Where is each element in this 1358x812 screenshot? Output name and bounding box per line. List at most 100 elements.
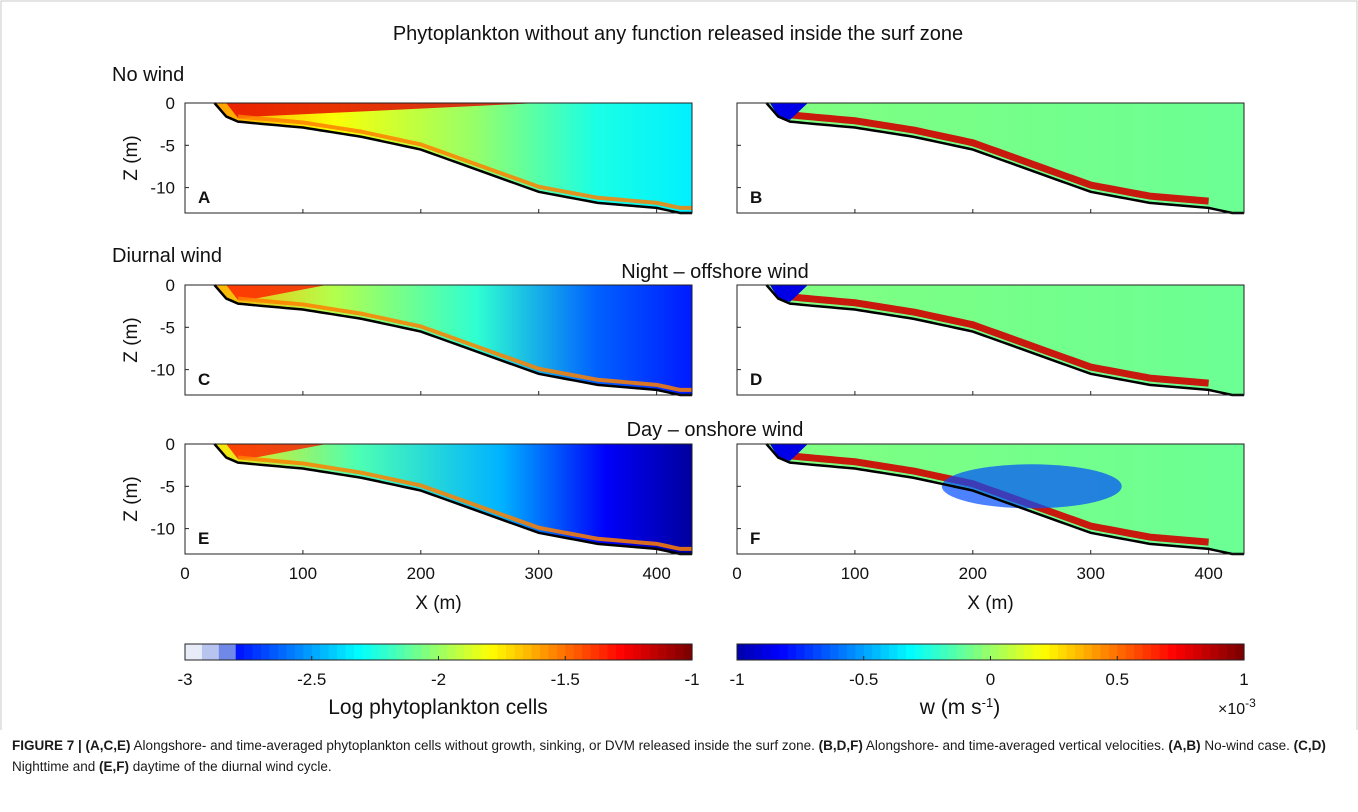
ytick-label: 0 (166, 435, 175, 454)
colorbar-log-cells-cell (573, 644, 583, 660)
colorbar-w-cell (1134, 644, 1144, 660)
colorbar-log-cells-cell (311, 644, 321, 660)
caption-bold-5: (E,F) (99, 759, 130, 774)
colorbar-w-cell (1193, 644, 1203, 660)
colorbar-w-cell (1167, 644, 1177, 660)
colorbar-log-cells-cell (463, 644, 473, 660)
ytick-label: -5 (160, 318, 175, 337)
colorbar-log-cells-cell (261, 644, 271, 660)
bathymetry-line-f (765, 443, 1244, 556)
bathymetry-line-b (765, 102, 1244, 215)
colorbar-w-cell (1032, 644, 1042, 660)
colorbar-w: -1 -0.5 0 0.5 1 w (m s-1) ×10-3 (729, 643, 1256, 719)
caption-bold-1: (A,C,E) (85, 738, 131, 753)
colorbar-log-tick-label: -1.5 (551, 670, 580, 689)
colorbar-w-cell (990, 644, 1000, 660)
surface-band-e (226, 444, 327, 460)
colorbar-log-cells-cell (193, 644, 203, 660)
colorbar-w-cell (1159, 644, 1169, 660)
subtitle-day: Day – onshore wind (627, 419, 804, 441)
panel-axes-e (184, 443, 693, 555)
bottom-band-e (237, 455, 692, 551)
colorbar-log-cells-cell (227, 644, 237, 660)
colorbar-log-cells-cell (421, 644, 431, 660)
panel-axes-c (184, 284, 693, 396)
colorbar-w-cell (829, 644, 839, 660)
colorbar-w-cell (906, 644, 916, 660)
colorbar-w-cell (1024, 644, 1034, 660)
colorbar-log-cells-cell (362, 644, 372, 660)
colorbar-log-cells-cell (472, 644, 482, 660)
colorbar-w-cell (846, 644, 856, 660)
colorbar-w-cell (1058, 644, 1068, 660)
xtick-label: 200 (407, 564, 435, 583)
caption-text-4: Nighttime and (12, 759, 100, 774)
colorbar-w-cell (796, 644, 806, 660)
caption-bold-3: (A,B) (1168, 738, 1201, 753)
colorbar-log-cells-cell (294, 644, 304, 660)
colorbar-log-cells-cell (277, 644, 287, 660)
xtick-label: 100 (289, 564, 317, 583)
colorbar-w-cell (753, 644, 763, 660)
xtick-label: 200 (959, 564, 987, 583)
xtick-label: 100 (841, 564, 869, 583)
colorbar-log-cells-cell (438, 644, 448, 660)
colorbar-w-cell (1091, 644, 1101, 660)
colorbar-log-cells-cell (303, 644, 313, 660)
figure-caption: FIGURE 7 | (A,C,E) Alongshore- and time-… (12, 735, 1342, 777)
colorbar-w-label-end: ) (993, 696, 1000, 719)
colorbar-w-cell (982, 644, 992, 660)
colorbar-log-cells-cell (328, 644, 338, 660)
colorbar-w-cell (787, 644, 797, 660)
colorbar-w-cell (1117, 644, 1127, 660)
colorbar-w-cell (1184, 644, 1194, 660)
colorbar-w-cell (1125, 644, 1135, 660)
bottom-band-c (237, 296, 692, 392)
colorbar-log-cells-cell (641, 644, 651, 660)
xtick-label: 300 (525, 564, 553, 583)
colorbar-w-cell (922, 644, 932, 660)
caption-text-2: Alongshore- and time-averaged vertical v… (862, 738, 1169, 753)
panel-c: C 0 -5 -10 Z (m) (121, 276, 693, 397)
colorbar-w-cell (737, 644, 747, 660)
colorbar-w-cell (1066, 644, 1076, 660)
colorbar-w-cell (872, 644, 882, 660)
colorbar-w-cell (838, 644, 848, 660)
panel-a: A 0 -5 -10 Z (m) (121, 94, 693, 215)
xtick-label: 0 (180, 564, 189, 583)
colorbar-log-cells-cell (590, 644, 600, 660)
panel-b: B (736, 102, 1245, 215)
caption-figure-label: FIGURE 7 | (12, 738, 86, 753)
colorbar-w-multiplier: ×10-3 (1218, 696, 1256, 718)
colorbar-w-cell (1201, 644, 1211, 660)
colorbar-log-cells-cell (523, 644, 533, 660)
panels-group: A0-5-10Z (m)BC0-5-10Z (m)DE0 100 200 300 400… (121, 94, 1245, 614)
colorbar-log-cells-cell (649, 644, 659, 660)
colorbar-log-cells-cell (607, 644, 617, 660)
ylabel: Z (m) (121, 476, 142, 521)
bathymetry-line-a (213, 102, 692, 215)
figure-border (0, 0, 1358, 730)
colorbar-w-cell (948, 644, 958, 660)
ylabel: Z (m) (121, 317, 142, 362)
slope-upwelling-d (782, 291, 1209, 387)
panel-axes-a (184, 102, 693, 214)
colorbar-log-cells-cell (337, 644, 347, 660)
colorbar-w-cell (956, 644, 966, 660)
colorbar-w-cell (1151, 644, 1161, 660)
colorbar-w-cell (1142, 644, 1152, 660)
colorbar-log-cells-cell (615, 644, 625, 660)
colorbar-w-cell (897, 644, 907, 660)
panel-f: F0 100 200 300 400 X (m) (732, 443, 1245, 614)
colorbar-log-cells-cell (599, 644, 609, 660)
colorbar-w-cell (1041, 644, 1051, 660)
colorbar-log-cells-cell (666, 644, 676, 660)
colorbar-log-cells-cell (235, 644, 245, 660)
colorbar-log-tick-label: -2.5 (297, 670, 326, 689)
colorbar-w-cell (1075, 644, 1085, 660)
colorbar-log-cells-cell (430, 644, 440, 660)
colorbar-log-cells-cell (379, 644, 389, 660)
colorbar-w-cell (813, 644, 823, 660)
colorbar-w-cell (863, 644, 873, 660)
colorbar-w-tick-label: -0.5 (849, 670, 878, 689)
